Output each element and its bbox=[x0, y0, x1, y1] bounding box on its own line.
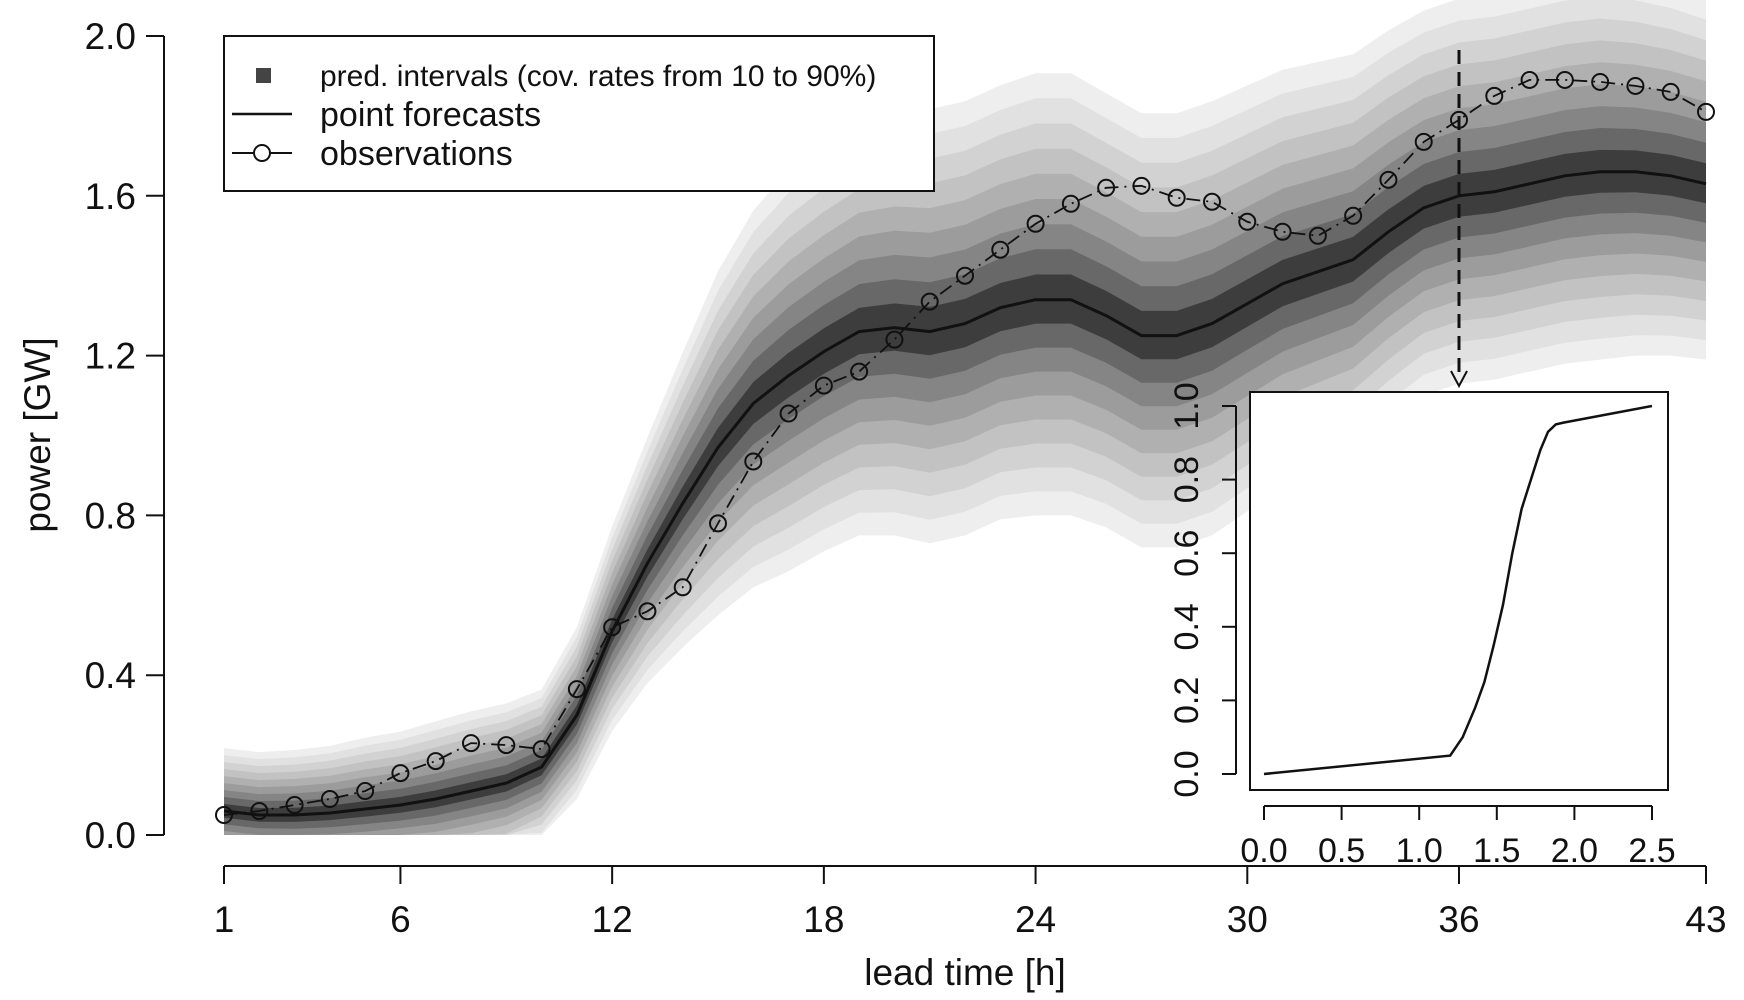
inset-x-tick-label: 1.5 bbox=[1473, 832, 1520, 870]
observation-point bbox=[1344, 206, 1363, 225]
observation-point bbox=[1308, 226, 1327, 245]
legend-label-forecast: point forecasts bbox=[320, 96, 541, 134]
y-axis-label: power [GW] bbox=[17, 337, 58, 532]
observation-point bbox=[991, 240, 1010, 259]
observation-point bbox=[1697, 102, 1715, 121]
observation-point bbox=[1061, 194, 1080, 213]
observation-point bbox=[1238, 212, 1257, 231]
legend-label-intervals: pred. intervals (cov. rates from 10 to 9… bbox=[320, 60, 876, 93]
observation-point bbox=[779, 404, 798, 423]
observation-point bbox=[1591, 72, 1610, 91]
interval-band-20 bbox=[224, 128, 1706, 829]
observation-point bbox=[462, 734, 480, 753]
observation-point bbox=[709, 514, 727, 533]
observation-point bbox=[497, 736, 516, 755]
legend: pred. intervals (cov. rates from 10 to 9… bbox=[223, 35, 935, 192]
inset-y-tick-label: 0.0 bbox=[1168, 750, 1206, 797]
observation-point bbox=[603, 618, 622, 637]
observation-point bbox=[1414, 132, 1433, 151]
marker-arrowhead bbox=[1450, 370, 1468, 389]
prediction-interval-bands bbox=[224, 0, 1706, 836]
inset-x-tick-label: 2.5 bbox=[1628, 832, 1675, 870]
legend-swatch-intervals bbox=[256, 68, 271, 83]
inset-curve bbox=[1263, 404, 1653, 776]
observation-line bbox=[223, 79, 1707, 816]
observation-point bbox=[885, 330, 904, 349]
x-tick-label: 36 bbox=[1438, 899, 1479, 940]
main-plot: 0.0 0.4 0.8 1.2 1.6 2.0 1 6 12 18 24 30 36 43 pred. i… bbox=[17, 0, 1727, 993]
x-tick-label: 1 bbox=[214, 899, 235, 940]
y-tick-label: 1.6 bbox=[85, 176, 136, 217]
inset-y-tick-label: 0.6 bbox=[1168, 530, 1206, 577]
observation-point bbox=[673, 578, 692, 597]
observation-point bbox=[1167, 188, 1186, 207]
observation-point bbox=[426, 752, 445, 771]
inset-x-tick-label: 2.0 bbox=[1551, 832, 1598, 870]
observation-point bbox=[1132, 176, 1151, 195]
observation-point bbox=[1661, 82, 1680, 101]
observation-point bbox=[1026, 214, 1045, 233]
observation-point bbox=[814, 376, 833, 395]
inset-x-tick-label: 0.5 bbox=[1318, 832, 1365, 870]
reference-marker bbox=[1450, 50, 1468, 389]
observation-point bbox=[1097, 178, 1116, 197]
x-tick-label: 6 bbox=[390, 899, 411, 940]
observation-point bbox=[567, 680, 586, 699]
inset-x-tick-label: 0.0 bbox=[1240, 832, 1287, 870]
main-axes: 0.0 0.4 0.8 1.2 1.6 2.0 1 6 12 18 24 30 36 43 bbox=[85, 16, 1727, 940]
observation-point bbox=[1555, 70, 1574, 89]
observation-point bbox=[1626, 76, 1645, 95]
observation-point bbox=[320, 790, 339, 809]
x-tick-label: 24 bbox=[1015, 899, 1056, 940]
inset-x-tick-label: 1.0 bbox=[1396, 832, 1443, 870]
legend-box bbox=[223, 35, 935, 192]
y-tick-label: 2.0 bbox=[85, 16, 136, 57]
x-tick-label: 43 bbox=[1685, 899, 1726, 940]
observation-point bbox=[1273, 222, 1292, 241]
x-tick-label: 12 bbox=[592, 899, 633, 940]
x-tick-label: 30 bbox=[1227, 899, 1268, 940]
observation-point bbox=[1379, 170, 1398, 189]
observation-point bbox=[638, 602, 657, 621]
y-tick-label: 1.2 bbox=[85, 336, 136, 377]
observation-point bbox=[1485, 86, 1504, 105]
y-tick-label: 0.0 bbox=[85, 815, 136, 856]
inset-y-tick-label: 1.0 bbox=[1168, 382, 1206, 429]
observation-point bbox=[1520, 70, 1539, 89]
inset-y-tick-label: 0.8 bbox=[1168, 456, 1206, 503]
observation-point bbox=[285, 796, 304, 815]
observation-point bbox=[391, 764, 410, 783]
inset-y-tick-label: 0.4 bbox=[1168, 603, 1206, 650]
inset-frame bbox=[1249, 391, 1669, 791]
observation-point bbox=[215, 806, 233, 825]
observation-point bbox=[920, 292, 939, 311]
main-series bbox=[215, 70, 1715, 825]
legend-label-observations: observations bbox=[320, 135, 513, 173]
inset-plot: 0.0 0.2 0.4 0.6 0.8 1.0 0.0 0.5 1.0 1.5 2.0 2.5 bbox=[1168, 382, 1676, 870]
x-axis-label: lead time [h] bbox=[864, 952, 1066, 993]
observation-point bbox=[356, 782, 375, 801]
observation-point bbox=[850, 362, 869, 381]
observation-point bbox=[1203, 192, 1221, 211]
y-tick-label: 0.4 bbox=[85, 655, 136, 696]
inset-y-tick-label: 0.2 bbox=[1168, 677, 1206, 724]
forecast-line bbox=[223, 170, 1707, 817]
observation-point bbox=[250, 802, 269, 821]
observation-point bbox=[744, 452, 763, 471]
observation-point bbox=[956, 266, 974, 285]
x-tick-label: 18 bbox=[803, 899, 844, 940]
observation-point bbox=[1450, 110, 1468, 129]
legend-swatch-observation-marker bbox=[253, 144, 271, 162]
y-tick-label: 0.8 bbox=[85, 495, 136, 536]
observation-point bbox=[532, 740, 551, 759]
